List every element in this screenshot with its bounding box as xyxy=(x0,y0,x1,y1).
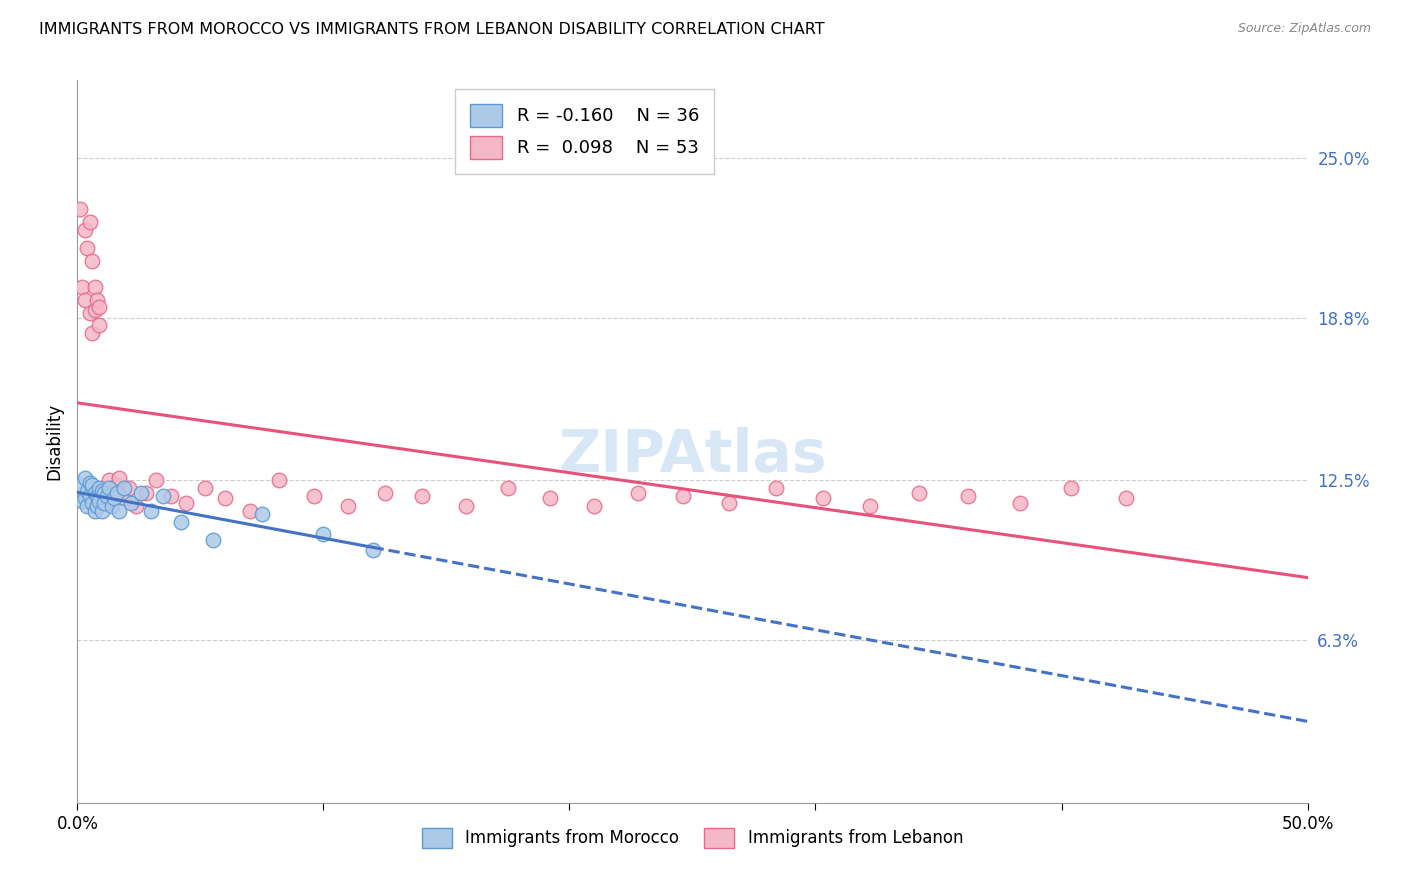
Point xyxy=(627,486,650,500)
Point xyxy=(302,489,325,503)
Point xyxy=(112,481,135,495)
Point xyxy=(83,504,105,518)
Point xyxy=(201,533,224,547)
Point xyxy=(73,471,96,485)
Point xyxy=(89,318,111,333)
Point xyxy=(101,496,124,510)
Point xyxy=(194,481,217,495)
Point xyxy=(101,499,124,513)
Point xyxy=(583,499,606,513)
Point xyxy=(82,478,104,492)
Point xyxy=(538,491,561,506)
Point xyxy=(170,515,193,529)
Point xyxy=(145,473,167,487)
Point xyxy=(96,489,118,503)
Point xyxy=(70,279,93,293)
Point xyxy=(105,486,128,500)
Point xyxy=(76,241,98,255)
Point xyxy=(83,302,105,317)
Point xyxy=(98,473,121,487)
Point xyxy=(103,491,125,506)
Point xyxy=(361,542,384,557)
Point xyxy=(82,326,104,341)
Point xyxy=(239,504,262,518)
Y-axis label: Disability: Disability xyxy=(45,403,63,480)
Point xyxy=(96,491,118,506)
Point xyxy=(125,499,148,513)
Text: ZIPAtlas: ZIPAtlas xyxy=(558,427,827,484)
Point xyxy=(98,481,121,495)
Point xyxy=(1115,491,1137,506)
Text: Source: ZipAtlas.com: Source: ZipAtlas.com xyxy=(1237,22,1371,36)
Point xyxy=(214,491,236,506)
Point xyxy=(957,489,980,503)
Point xyxy=(1008,496,1031,510)
Point xyxy=(90,483,114,498)
Point xyxy=(152,489,174,503)
Point xyxy=(312,527,335,541)
Point xyxy=(86,499,108,513)
Point xyxy=(118,481,141,495)
Point xyxy=(89,301,111,315)
Point xyxy=(103,489,125,503)
Point xyxy=(70,494,93,508)
Point xyxy=(69,202,91,217)
Point xyxy=(73,491,96,506)
Point xyxy=(811,491,834,506)
Point xyxy=(93,481,115,495)
Point xyxy=(129,486,153,500)
Point xyxy=(79,305,101,319)
Point xyxy=(89,494,111,508)
Point xyxy=(174,496,197,510)
Point xyxy=(79,215,101,229)
Point xyxy=(112,491,135,506)
Point xyxy=(135,486,157,500)
Point xyxy=(82,254,104,268)
Point xyxy=(79,489,101,503)
Point xyxy=(411,489,433,503)
Point xyxy=(718,496,741,510)
Point xyxy=(250,507,273,521)
Point xyxy=(108,504,131,518)
Point xyxy=(121,496,143,510)
Point xyxy=(859,499,882,513)
Point xyxy=(456,499,478,513)
Point xyxy=(90,486,114,500)
Point xyxy=(76,499,98,513)
Point xyxy=(90,494,114,508)
Point xyxy=(337,499,360,513)
Point xyxy=(89,481,111,495)
Point xyxy=(672,489,695,503)
Point xyxy=(76,483,98,498)
Legend: Immigrants from Morocco, Immigrants from Lebanon: Immigrants from Morocco, Immigrants from… xyxy=(413,820,972,856)
Point xyxy=(105,478,128,492)
Point xyxy=(908,486,931,500)
Point xyxy=(141,504,163,518)
Point xyxy=(765,481,787,495)
Point xyxy=(160,489,183,503)
Point xyxy=(90,504,114,518)
Point xyxy=(79,475,101,490)
Point xyxy=(93,486,115,500)
Point xyxy=(496,481,519,495)
Point xyxy=(1060,481,1083,495)
Point xyxy=(93,496,115,510)
Text: IMMIGRANTS FROM MOROCCO VS IMMIGRANTS FROM LEBANON DISABILITY CORRELATION CHART: IMMIGRANTS FROM MOROCCO VS IMMIGRANTS FR… xyxy=(39,22,825,37)
Point xyxy=(108,471,131,485)
Point xyxy=(269,473,291,487)
Point xyxy=(83,486,105,500)
Point xyxy=(86,293,108,307)
Point xyxy=(374,486,396,500)
Point xyxy=(69,478,91,492)
Point xyxy=(86,489,108,503)
Point xyxy=(73,293,96,307)
Point xyxy=(82,496,104,510)
Point xyxy=(73,223,96,237)
Point xyxy=(83,279,105,293)
